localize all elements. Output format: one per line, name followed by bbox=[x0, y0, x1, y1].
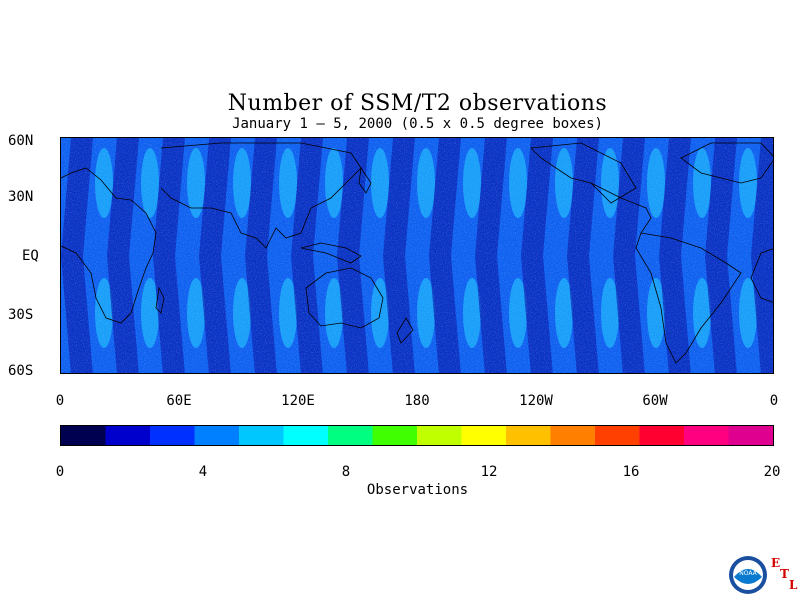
colorbar-swatch bbox=[684, 426, 730, 445]
lon-label-0-right: 0 bbox=[769, 393, 779, 409]
colorbar-swatch bbox=[595, 426, 641, 445]
lon-label-120w: 120W bbox=[519, 393, 553, 409]
colorbar-tick-0: 0 bbox=[55, 464, 65, 480]
lat-label-30n: 30N bbox=[8, 189, 34, 205]
colorbar-swatch bbox=[150, 426, 196, 445]
map-subtitle: January 1 – 5, 2000 (0.5 x 0.5 degree bo… bbox=[232, 116, 603, 132]
colorbar-swatch bbox=[283, 426, 329, 445]
observation-field bbox=[61, 138, 773, 373]
colorbar-swatch bbox=[461, 426, 507, 445]
colorbar-tick-20: 20 bbox=[763, 464, 781, 480]
lon-label-0: 0 bbox=[55, 393, 65, 409]
colorbar-swatch bbox=[506, 426, 552, 445]
colorbar-title: Observations bbox=[366, 482, 469, 498]
lat-label-eq: EQ bbox=[22, 248, 39, 264]
colorbar bbox=[60, 425, 774, 446]
lat-label-60s: 60S bbox=[8, 363, 34, 379]
colorbar-swatch bbox=[239, 426, 285, 445]
lon-label-120e: 120E bbox=[281, 393, 315, 409]
lon-label-60w: 60W bbox=[642, 393, 668, 409]
lon-label-180: 180 bbox=[404, 393, 430, 409]
lon-label-60e: 60E bbox=[166, 393, 192, 409]
etl-letter-t: T bbox=[780, 567, 789, 581]
colorbar-swatch bbox=[639, 426, 685, 445]
observation-map bbox=[60, 137, 774, 374]
colorbar-swatch bbox=[417, 426, 463, 445]
map-title: Number of SSM/T2 observations bbox=[227, 91, 608, 116]
colorbar-gradient bbox=[61, 426, 774, 445]
colorbar-tick-4: 4 bbox=[198, 464, 208, 480]
colorbar-tick-12: 12 bbox=[480, 464, 498, 480]
noaa-logo-text: NOAA bbox=[739, 570, 757, 577]
lat-label-30s: 30S bbox=[8, 307, 34, 323]
colorbar-swatch bbox=[105, 426, 151, 445]
colorbar-tick-16: 16 bbox=[622, 464, 640, 480]
colorbar-swatch bbox=[728, 426, 774, 445]
colorbar-tick-8: 8 bbox=[341, 464, 351, 480]
colorbar-swatch bbox=[61, 426, 107, 445]
colorbar-swatch bbox=[550, 426, 596, 445]
colorbar-swatch bbox=[372, 426, 418, 445]
colorbar-swatch bbox=[328, 426, 374, 445]
noaa-logo-icon: NOAA bbox=[729, 556, 767, 594]
lat-label-60n: 60N bbox=[8, 133, 34, 149]
etl-letter-e: E bbox=[771, 556, 781, 570]
colorbar-swatch bbox=[194, 426, 240, 445]
etl-letter-l: L bbox=[789, 578, 798, 592]
